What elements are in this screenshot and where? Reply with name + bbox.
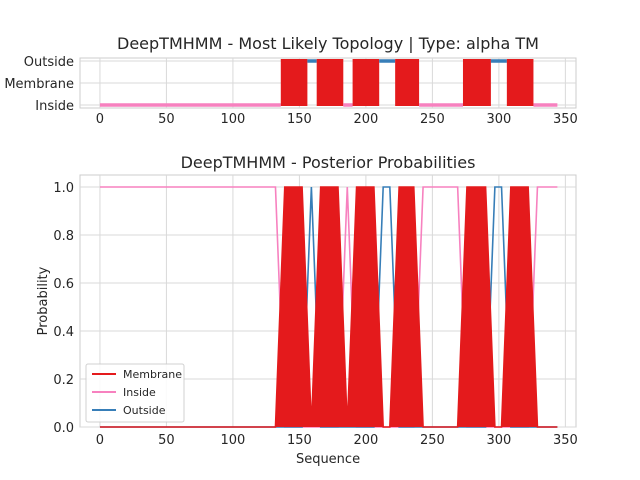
- top-x-tick-label: 300: [486, 112, 511, 127]
- top-x-tick-label: 350: [553, 112, 578, 127]
- posterior-y-ticks: 0.0 0.2 0.4 0.6 0.8 1.0: [53, 181, 74, 436]
- y-axis-label: Probability: [36, 266, 51, 335]
- top-x-tick-label: 0: [96, 112, 104, 127]
- bottom-x-tick-label: 250: [420, 433, 445, 448]
- bottom-x-tick-label: 150: [287, 433, 312, 448]
- topology-membrane-segment: [280, 59, 308, 106]
- legend: Membrane Inside Outside: [85, 363, 185, 423]
- topology-membrane-segment: [395, 59, 420, 106]
- top-y-tick-label: Membrane: [4, 77, 74, 92]
- series-line-membrane: [99, 186, 558, 428]
- top-y-tick-label: Inside: [35, 99, 74, 114]
- legend-box: [85, 363, 185, 423]
- bottom-y-tick-label: 0.2: [53, 373, 74, 388]
- bottom-y-tick-label: 1.0: [53, 181, 74, 196]
- top-x-tick-label: 50: [158, 112, 175, 127]
- posterior-marks: [99, 186, 558, 428]
- x-axis-label: Sequence: [296, 452, 360, 467]
- legend-label-membrane: Membrane: [123, 368, 182, 381]
- topology-membrane-segment: [462, 59, 491, 106]
- bottom-x-tick-label: 300: [486, 433, 511, 448]
- posterior-x-ticks: 0 50 100 150 200 250 300 350: [96, 433, 578, 448]
- top-x-tick-label: 250: [420, 112, 445, 127]
- bottom-y-tick-label: 0.0: [53, 421, 74, 436]
- membrane-fill: [99, 187, 558, 427]
- topology-membrane-segment: [506, 59, 534, 106]
- top-x-tick-label: 150: [287, 112, 312, 127]
- topology-marks: [99, 59, 558, 107]
- bottom-x-tick-label: 100: [221, 433, 246, 448]
- bottom-x-tick-label: 200: [353, 433, 378, 448]
- top-x-tick-label: 200: [353, 112, 378, 127]
- bottom-x-tick-label: 50: [158, 433, 175, 448]
- top-x-tick-label: 100: [221, 112, 246, 127]
- bottom-x-tick-label: 350: [553, 433, 578, 448]
- bottom-y-tick-label: 0.8: [53, 229, 74, 244]
- topology-chart-title: DeepTMHMM - Most Likely Topology | Type:…: [117, 34, 539, 53]
- posterior-chart-title: DeepTMHMM - Posterior Probabilities: [181, 153, 476, 172]
- legend-label-inside: Inside: [123, 386, 156, 399]
- bottom-x-tick-label: 0: [96, 433, 104, 448]
- topology-x-ticks: 0 50 100 150 200 250 300 350: [96, 112, 578, 127]
- topology-membrane-segment: [352, 59, 380, 106]
- topology-y-ticks: Inside Membrane Outside: [4, 55, 74, 114]
- posterior-chart: DeepTMHMM - Posterior Probabilities 0.00…: [36, 153, 578, 467]
- bottom-y-tick-label: 0.6: [53, 277, 74, 292]
- bottom-y-tick-label: 0.4: [53, 325, 74, 340]
- topology-membrane-segment: [316, 59, 344, 106]
- topology-chart: DeepTMHMM - Most Likely Topology | Type:…: [4, 34, 577, 127]
- legend-items: Membrane Inside Outside: [92, 368, 182, 417]
- top-y-tick-label: Outside: [24, 55, 74, 70]
- legend-label-outside: Outside: [123, 404, 166, 417]
